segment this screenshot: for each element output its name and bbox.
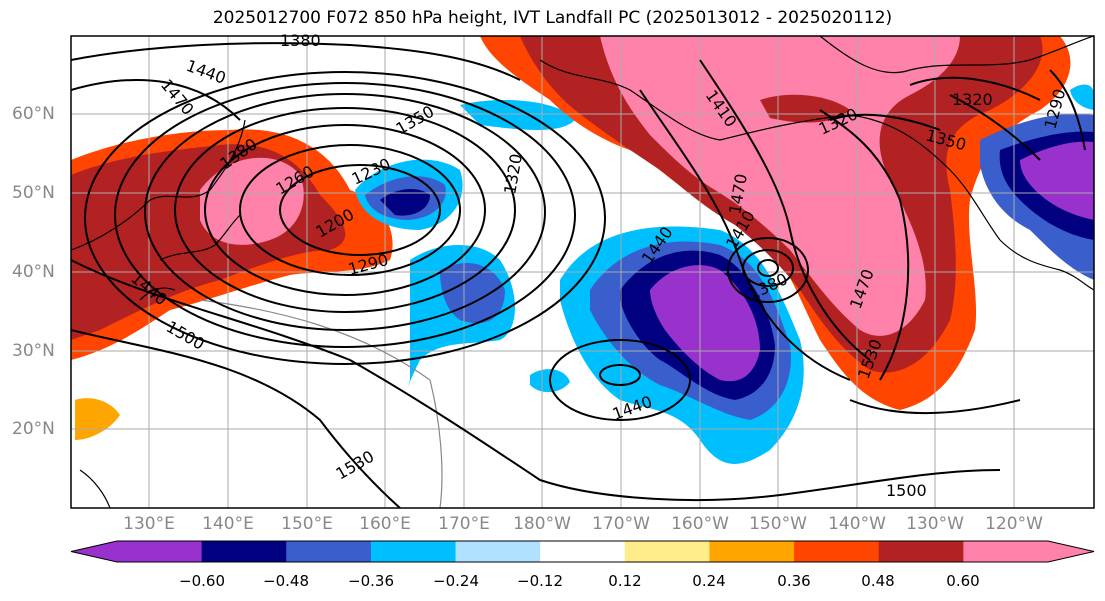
- colorbar-segment: [201, 541, 287, 562]
- contour-label: 1500: [886, 481, 927, 500]
- height-contours: [71, 42, 1086, 508]
- plot-frame: [70, 35, 1095, 509]
- lon-label: 130°E: [123, 514, 175, 534]
- colorbar: [70, 540, 1095, 563]
- colorbar-tick-label: 0.24: [692, 572, 726, 590]
- colorbar-tick-label: −0.48: [263, 572, 309, 590]
- lon-label: 160°W: [671, 514, 729, 534]
- colorbar-segment: [963, 541, 1049, 562]
- colorbar-tick-label: −0.24: [433, 572, 479, 590]
- lon-label: 170°W: [592, 514, 650, 534]
- lon-label: 160°E: [359, 514, 411, 534]
- colorbar-segment: [370, 541, 457, 562]
- colorbar-segment: [455, 541, 541, 562]
- lat-label: 20°N: [12, 419, 55, 439]
- lat-label: 40°N: [12, 262, 55, 282]
- colorbar-segment: [117, 541, 203, 562]
- colorbar-right-extend: [1048, 541, 1094, 562]
- lat-label: 30°N: [12, 341, 55, 361]
- map-title: 2025012700 F072 850 hPa height, IVT Land…: [212, 8, 893, 28]
- colorbar-segment: [286, 541, 372, 562]
- colorbar-tick-label: 0.12: [608, 572, 642, 590]
- colorbar-outline: [70, 540, 1095, 563]
- lon-label: 150°E: [281, 514, 333, 534]
- colorbar-tick-label: −0.12: [517, 572, 563, 590]
- lon-label: 140°W: [828, 514, 886, 534]
- colorbar-segment: [709, 541, 795, 562]
- colorbar-segment: [624, 541, 710, 562]
- lon-label: 140°E: [202, 514, 254, 534]
- colorbar-tick-label: 0.36: [777, 572, 811, 590]
- contour-label: 1320: [952, 90, 993, 109]
- colorbar-segment: [540, 541, 626, 562]
- colorbar-left-extend: [71, 541, 117, 562]
- colorbar-segment: [794, 541, 880, 562]
- colorbar-tick-label: −0.36: [348, 572, 394, 590]
- lon-label: 150°W: [749, 514, 807, 534]
- lat-label: 50°N: [12, 183, 55, 203]
- colorbar-tick-label: 0.48: [861, 572, 895, 590]
- lat-label: 60°N: [12, 104, 55, 124]
- colorbar-segment: [878, 541, 964, 562]
- lon-label: 170°E: [438, 514, 490, 534]
- lon-label: 180°W: [513, 514, 571, 534]
- colorbar-tick-label: 0.60: [946, 572, 980, 590]
- colorbar-tick-label: −0.60: [179, 572, 225, 590]
- contour-label: 1380: [280, 31, 321, 50]
- lon-label: 130°W: [906, 514, 964, 534]
- lon-label: 120°W: [985, 514, 1043, 534]
